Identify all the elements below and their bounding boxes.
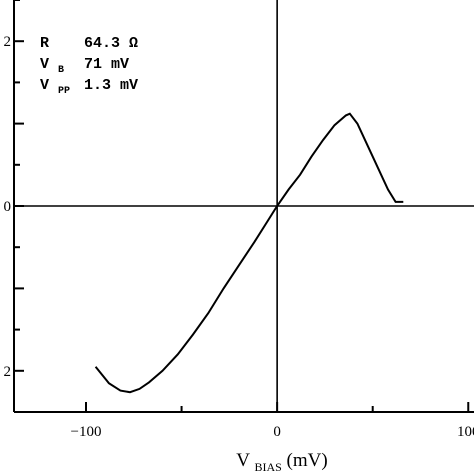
param-vpp-name: V [40, 77, 49, 94]
param-vb-value: 71 mV [84, 56, 129, 73]
param-vpp-value: 1.3 mV [84, 77, 138, 94]
plot-frame [13, 0, 474, 413]
param-vpp: V PP 1.3 mV [40, 77, 138, 98]
y-tick-label: 2 [4, 364, 12, 380]
x-axis-label-sub: BIAS [254, 460, 281, 474]
x-tick-label: −100 [71, 424, 102, 440]
param-r: R 64.3 Ω [40, 35, 138, 52]
y-tick-label: 0 [4, 199, 12, 215]
x-tick-label: 100 [457, 424, 474, 440]
data-series-line [94, 112, 404, 394]
param-r-value: 64.3 Ω [84, 35, 138, 52]
param-vb: V B 71 mV [40, 56, 129, 77]
x-axis-ticks: −100 0 100 [71, 402, 474, 440]
parameter-legend: R 64.3 Ω V B 71 mV V PP 1.3 mV [40, 35, 138, 98]
x-axis-label: V BIAS (mV) [236, 450, 327, 474]
x-tick-label: 0 [273, 424, 281, 440]
x-axis-label-main: V [236, 450, 250, 471]
param-vpp-sub: PP [58, 86, 70, 97]
x-axis-label-unit: (mV) [287, 450, 328, 471]
param-vb-sub: B [58, 65, 64, 76]
param-r-name: R [40, 35, 49, 52]
param-vb-name: V [40, 56, 49, 73]
y-axis-ticks: 0 2 2 [4, 0, 24, 413]
y-tick-label: 2 [4, 34, 12, 50]
